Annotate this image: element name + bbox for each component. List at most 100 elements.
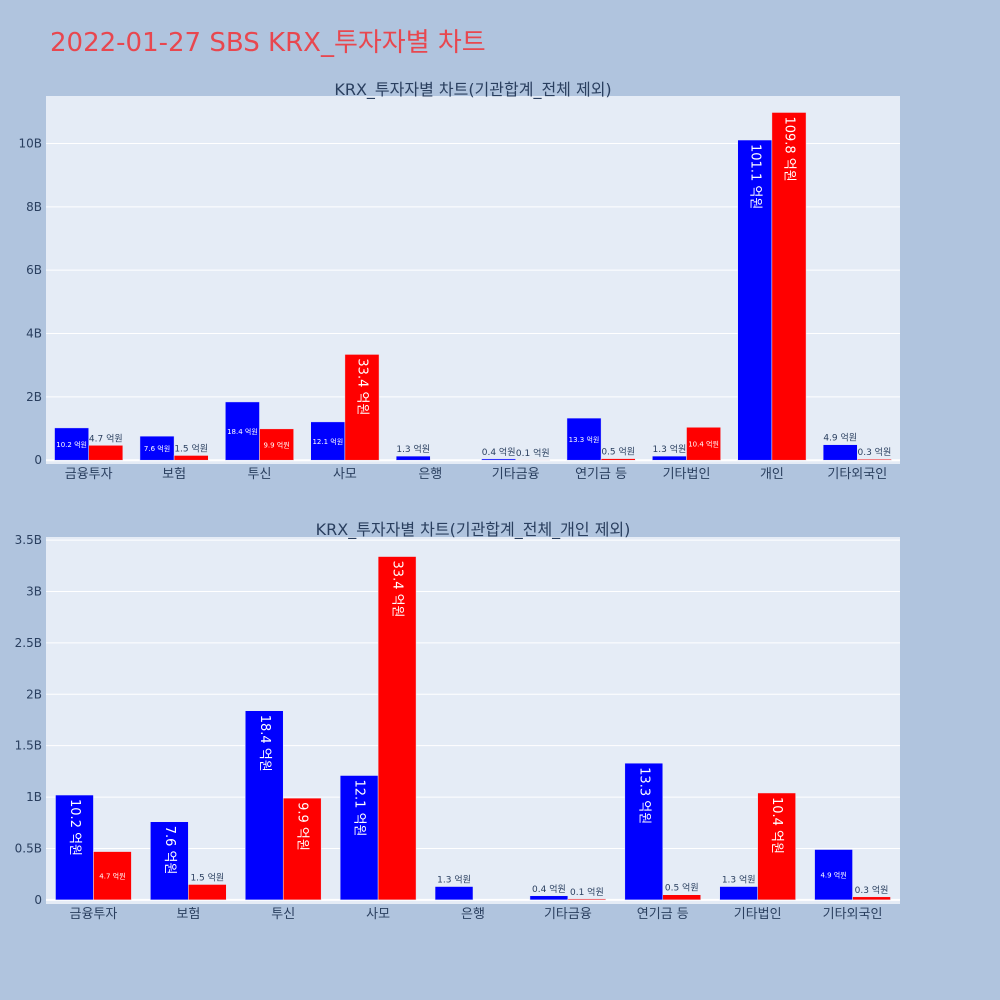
bottom-bar xyxy=(719,886,758,901)
top-x-tick-label: 기타법인 xyxy=(663,467,711,482)
top-bar xyxy=(54,427,89,461)
bottom-data-label: 4.9 억원 xyxy=(820,871,846,880)
bottom-y-tick-label: 1B xyxy=(26,790,42,804)
top-y-tick-label: 6B xyxy=(26,263,42,277)
bottom-data-label: 10.2 억원 xyxy=(67,799,82,856)
bottom-data-label: 7.6 억원 xyxy=(162,826,177,875)
top-data-label: 1.5 억원 xyxy=(174,442,208,454)
top-x-tick-label: 연기금 등 xyxy=(575,467,627,482)
top-bar xyxy=(600,458,636,461)
top-data-label: 10.4 억원 xyxy=(688,440,719,449)
bottom-y-tick-label: 1.5B xyxy=(15,739,42,753)
bottom-y-tick-label: 0 xyxy=(34,893,42,907)
top-x-tick-label: 투신 xyxy=(248,467,272,482)
bottom-data-label: 1.3 억원 xyxy=(437,874,471,886)
bottom-x-tick-label: 은행 xyxy=(461,906,485,922)
bottom-x-tick-label: 기타법인 xyxy=(734,907,782,922)
top-bar xyxy=(310,421,346,461)
top-data-label: 18.4 억원 xyxy=(227,427,258,436)
bottom-bar xyxy=(529,895,569,901)
top-data-label: 12.1 억원 xyxy=(312,437,343,446)
bottom-data-label: 1.3 억원 xyxy=(722,874,756,886)
bottom-x-tick-label: 연기금 등 xyxy=(637,907,689,922)
top-data-label: 109.8 억원 xyxy=(781,116,796,181)
bottom-data-label: 0.3 억원 xyxy=(855,884,889,896)
top-data-label: 9.9 억원 xyxy=(263,441,289,450)
top-bar xyxy=(225,401,260,461)
top-bar xyxy=(344,354,380,461)
bottom-data-label: 18.4 억원 xyxy=(257,715,272,772)
top-data-label: 10.2 억원 xyxy=(56,440,87,449)
top-data-label: 0.4 억원 xyxy=(482,446,516,458)
top-data-label: 0.5 억원 xyxy=(601,446,635,458)
bottom-data-label: 9.9 억원 xyxy=(295,802,310,851)
bottom-y-tick-label: 2B xyxy=(26,687,42,701)
top-x-tick-label: 사모 xyxy=(333,467,357,482)
top-chart-title: KRX_투자자별 차트(기관합계_전체 제외) xyxy=(334,80,611,100)
top-bar xyxy=(822,444,858,461)
top-x-tick-label: 기타금융 xyxy=(492,467,540,482)
top-y-tick-label: 8B xyxy=(26,200,42,214)
top-data-label: 1.3 억원 xyxy=(653,443,687,455)
bottom-y-tick-label: 3.5B xyxy=(15,533,42,547)
bottom-bar xyxy=(567,898,607,901)
bottom-data-label: 10.4 억원 xyxy=(769,797,784,854)
top-bar xyxy=(566,417,602,461)
top-data-label: 4.9 억원 xyxy=(823,432,857,444)
bottom-x-tick-label: 기타외국인 xyxy=(823,907,883,922)
bottom-y-tick-label: 2.5B xyxy=(15,636,42,650)
top-data-label: 0.3 억원 xyxy=(858,446,892,458)
bottom-bar xyxy=(150,821,189,901)
top-bar xyxy=(481,458,516,461)
bottom-bar xyxy=(245,710,284,901)
bottom-bar xyxy=(434,886,474,901)
bottom-bar xyxy=(93,851,132,901)
top-x-tick-label: 금융투자 xyxy=(65,467,113,482)
top-data-label: 101.1 억원 xyxy=(747,144,762,209)
bottom-bar xyxy=(814,849,853,901)
top-bar xyxy=(395,455,431,461)
top-bar xyxy=(737,139,773,461)
top-x-tick-label: 은행 xyxy=(418,466,442,482)
bottom-x-tick-label: 보험 xyxy=(176,907,200,922)
bottom-data-label: 33.4 억원 xyxy=(390,561,405,618)
top-bar xyxy=(139,435,175,461)
bottom-chart: 0 0.5B 1B 1.5B 2B 2.5B 3B 3.5B 금융투자 10.2 억원 4.7 억원… xyxy=(15,533,900,922)
top-bar xyxy=(652,455,687,461)
bottom-data-label: 12.1 억원 xyxy=(352,779,367,836)
top-data-label: 13.3 억원 xyxy=(569,435,600,444)
bottom-data-label: 0.5 억원 xyxy=(665,882,699,894)
top-data-label: 1.3 억원 xyxy=(396,443,430,455)
bottom-y-tick-label: 0.5B xyxy=(15,841,42,855)
bottom-bar xyxy=(55,794,94,901)
top-y-tick-label: 4B xyxy=(26,327,42,341)
top-bar xyxy=(686,427,721,461)
top-bar xyxy=(771,112,807,461)
top-y-tick-label: 10B xyxy=(18,137,42,151)
top-y-tick-label: 0 xyxy=(34,453,42,467)
bottom-data-label: 0.1 억원 xyxy=(570,886,604,898)
bottom-chart-title: KRX_투자자별 차트(기관합계_전체_개인 제외) xyxy=(316,520,631,540)
bottom-bar xyxy=(188,884,227,901)
bottom-data-label: 4.7 억원 xyxy=(99,872,125,881)
top-x-tick-label: 기타외국인 xyxy=(827,467,887,482)
top-data-label: 33.4 억원 xyxy=(354,358,369,415)
bottom-data-label: 0.4 억원 xyxy=(532,883,566,895)
top-bar xyxy=(857,458,892,461)
top-bar xyxy=(88,445,124,461)
bottom-x-tick-label: 사모 xyxy=(366,907,390,922)
bottom-y-tick-label: 3B xyxy=(26,584,42,598)
bottom-bar xyxy=(624,762,664,901)
bottom-bar xyxy=(662,894,701,901)
page-title: 2022-01-27 SBS KRX_투자자별 차트 xyxy=(50,28,486,58)
top-data-label: 0.1 억원 xyxy=(516,447,550,459)
bottom-bar xyxy=(282,797,322,901)
top-x-tick-label: 개인 xyxy=(760,467,784,482)
bottom-bar xyxy=(852,896,891,901)
bottom-bar xyxy=(339,775,379,901)
bottom-bar xyxy=(377,556,417,901)
bottom-x-tick-label: 금융투자 xyxy=(70,907,118,922)
top-y-tick-label: 2B xyxy=(26,390,42,404)
top-bar xyxy=(173,455,209,461)
bottom-x-tick-label: 투신 xyxy=(271,907,295,922)
